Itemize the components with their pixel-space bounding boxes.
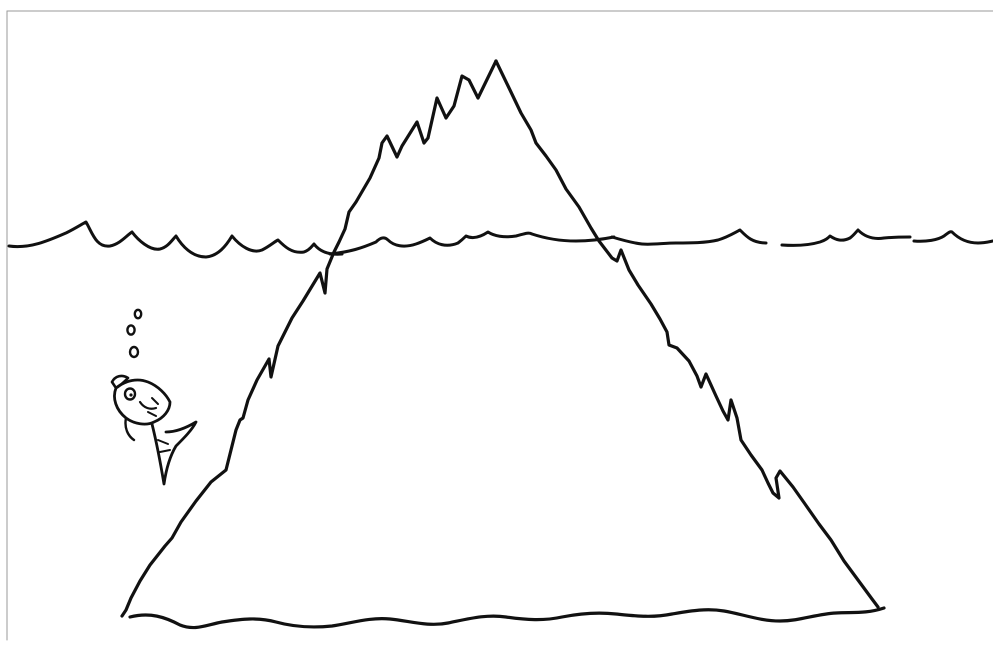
fish-eye bbox=[123, 387, 137, 401]
water-line-far-right-2 bbox=[912, 230, 993, 245]
fish-tail bbox=[150, 420, 198, 486]
frame-lines bbox=[6, 10, 993, 641]
iceberg bbox=[120, 59, 886, 630]
water-line-middle bbox=[328, 230, 616, 256]
fish-gill bbox=[138, 400, 158, 410]
water-line-far-right-1 bbox=[780, 228, 912, 247]
water-line-left bbox=[7, 220, 344, 259]
fish-tail-detail bbox=[157, 439, 171, 453]
iceberg-right-edge bbox=[494, 59, 880, 609]
water-line-right bbox=[610, 228, 768, 246]
iceberg-base bbox=[128, 606, 886, 630]
bubble-top bbox=[133, 308, 143, 320]
iceberg-left-edge bbox=[120, 59, 498, 618]
bubble-bottom bbox=[128, 345, 140, 359]
fish-fin bbox=[124, 416, 136, 442]
fish-scale-marks bbox=[147, 397, 159, 417]
fish-pupil bbox=[129, 393, 133, 397]
fish bbox=[110, 308, 198, 486]
fish-body bbox=[113, 378, 172, 426]
bubble-middle bbox=[126, 324, 136, 336]
water-surface bbox=[7, 220, 993, 259]
